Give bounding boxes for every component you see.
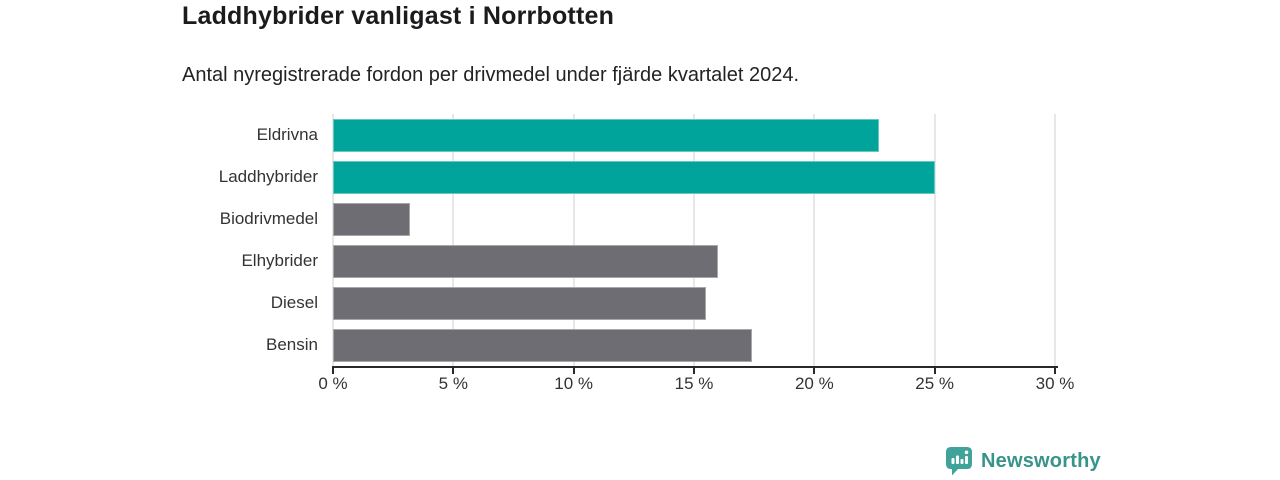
newsworthy-icon	[946, 447, 972, 476]
category-label: Diesel	[270, 293, 318, 312]
x-axis-tick	[813, 368, 816, 374]
x-axis-tick-label: 15 %	[674, 374, 714, 393]
x-axis-tick-label: 25 %	[915, 374, 955, 393]
x-axis-tick-label: 5 %	[438, 374, 468, 393]
bar	[333, 244, 719, 278]
gridline	[332, 114, 334, 366]
bar	[333, 286, 707, 320]
x-axis-tick	[1054, 368, 1056, 374]
x-axis-tick-label: 30 %	[1035, 374, 1075, 393]
category-label: Laddhybrider	[218, 167, 318, 186]
category-label: Eldrivna	[256, 125, 318, 144]
gridline	[452, 114, 455, 366]
chart-title: Laddhybrider vanligast i Norrbotten	[182, 2, 615, 30]
bar	[333, 328, 752, 362]
newsworthy-logo[interactable]: Newsworthy	[944, 446, 1101, 476]
x-axis-tick	[572, 368, 575, 374]
x-axis-tick	[452, 368, 455, 374]
category-label: Bensin	[266, 335, 318, 354]
x-axis-tick-label: 20 %	[794, 374, 834, 393]
gridline	[1054, 114, 1056, 366]
category-label: Biodrivmedel	[219, 209, 318, 228]
gridline	[813, 114, 816, 366]
x-axis-tick-label: 0 %	[318, 374, 348, 393]
chart-subtitle: Antal nyregistrerade fordon per drivmede…	[182, 64, 800, 86]
x-axis-tick	[332, 368, 334, 374]
category-label: Elhybrider	[241, 251, 318, 270]
x-axis-tick-label: 10 %	[554, 374, 594, 393]
gridline	[693, 114, 695, 366]
newsworthy-wordmark: Newsworthy	[981, 449, 1101, 472]
x-axis-line	[332, 366, 1058, 368]
bar	[333, 118, 880, 152]
x-axis-tick	[693, 368, 695, 374]
bar	[333, 202, 410, 236]
gridline	[572, 114, 575, 366]
gridline	[933, 114, 936, 366]
x-axis-tick	[933, 368, 936, 374]
bar	[333, 160, 935, 194]
